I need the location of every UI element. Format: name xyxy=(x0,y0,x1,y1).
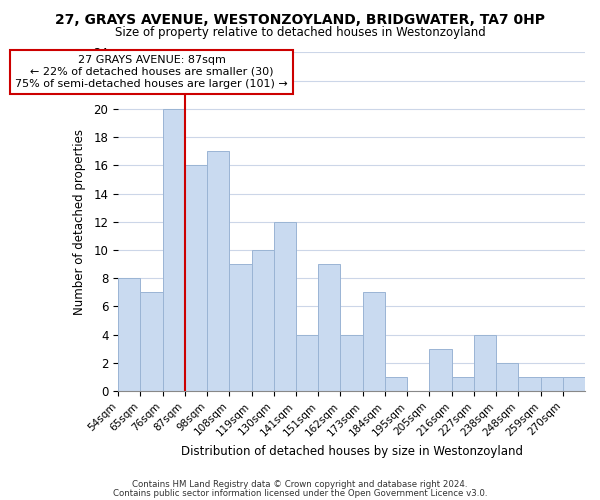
Bar xyxy=(229,264,251,391)
Bar xyxy=(362,292,385,391)
X-axis label: Distribution of detached houses by size in Westonzoyland: Distribution of detached houses by size … xyxy=(181,444,523,458)
Bar xyxy=(318,264,340,391)
Bar xyxy=(163,109,185,391)
Text: Contains HM Land Registry data © Crown copyright and database right 2024.: Contains HM Land Registry data © Crown c… xyxy=(132,480,468,489)
Text: 27 GRAYS AVENUE: 87sqm
← 22% of detached houses are smaller (30)
75% of semi-det: 27 GRAYS AVENUE: 87sqm ← 22% of detached… xyxy=(15,56,288,88)
Bar xyxy=(496,363,518,391)
Bar xyxy=(296,334,318,391)
Bar xyxy=(430,348,452,391)
Text: Size of property relative to detached houses in Westonzoyland: Size of property relative to detached ho… xyxy=(115,26,485,39)
Bar xyxy=(518,377,541,391)
Text: Contains public sector information licensed under the Open Government Licence v3: Contains public sector information licen… xyxy=(113,490,487,498)
Bar xyxy=(385,377,407,391)
Bar xyxy=(563,377,585,391)
Bar xyxy=(340,334,362,391)
Bar xyxy=(185,166,207,391)
Bar xyxy=(474,334,496,391)
Bar xyxy=(207,151,229,391)
Bar xyxy=(251,250,274,391)
Bar xyxy=(452,377,474,391)
Bar xyxy=(118,278,140,391)
Bar xyxy=(140,292,163,391)
Text: 27, GRAYS AVENUE, WESTONZOYLAND, BRIDGWATER, TA7 0HP: 27, GRAYS AVENUE, WESTONZOYLAND, BRIDGWA… xyxy=(55,12,545,26)
Y-axis label: Number of detached properties: Number of detached properties xyxy=(73,128,86,314)
Bar xyxy=(274,222,296,391)
Bar xyxy=(541,377,563,391)
